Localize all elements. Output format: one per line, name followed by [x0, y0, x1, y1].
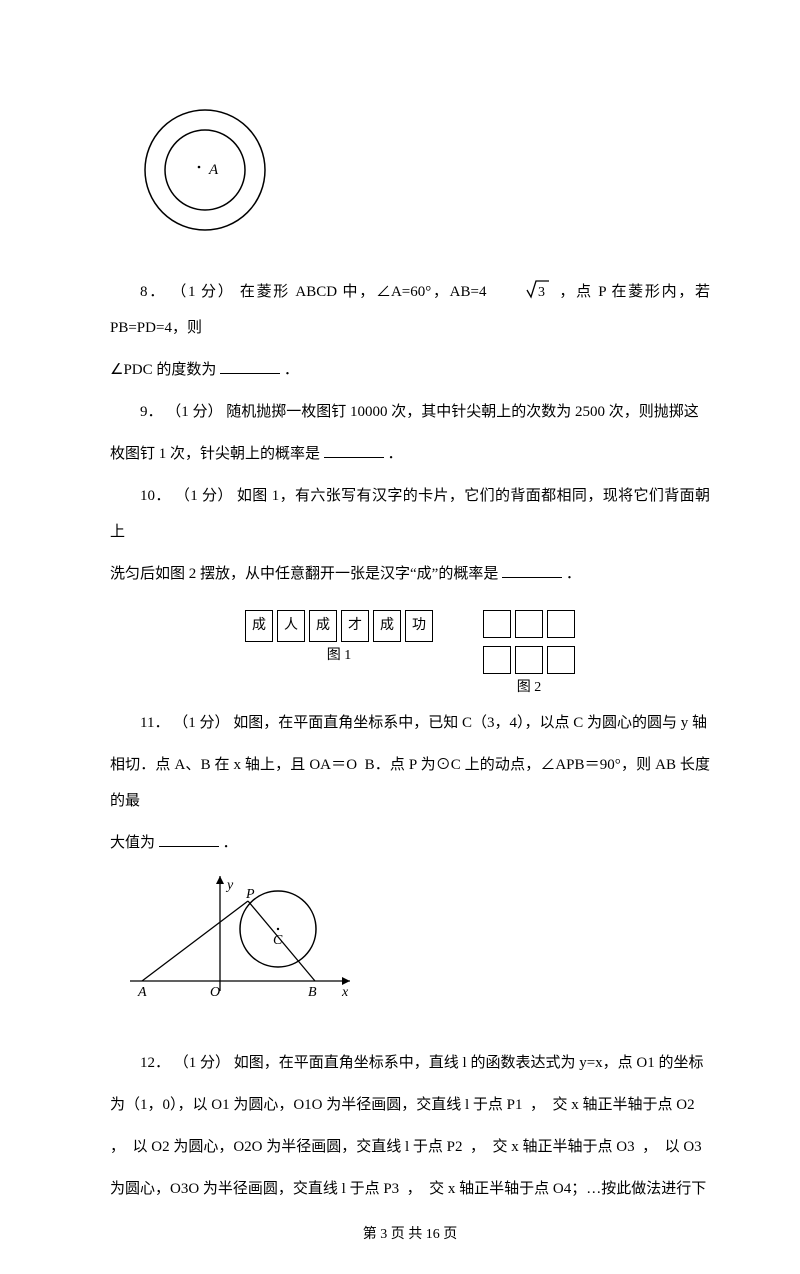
q8-num: 8．	[140, 284, 166, 300]
q12-line4: 为圆心，O3O 为半径画圆，交直线 l 于点 P3 ， 交 x 轴正半轴于点 O…	[110, 1171, 710, 1207]
fig2: 图 2	[483, 610, 575, 697]
blank	[324, 442, 384, 458]
q12-line3: ， 以 O2 为圆心，O2O 为半径画圆，交直线 l 于点 P2 ， 交 x 轴…	[110, 1129, 710, 1165]
card: 人	[277, 610, 305, 642]
point-a-label: A	[208, 162, 219, 178]
q9-l2a: 枚图钉 1 次，针尖朝上的概率是	[110, 446, 320, 462]
q9: 9． （1 分） 随机抛掷一枚图钉 10000 次，其中针尖朝上的次数为 250…	[110, 394, 710, 430]
q11-line2: 相切．点 A、B 在 x 轴上，且 OA＝O B．点 P 为⊙C 上的动点，∠A…	[110, 747, 710, 819]
blank	[502, 562, 562, 578]
card-back	[483, 646, 511, 674]
q11-p1: 如图，在平面直角坐标系中，已知 C（3，4），以点 C 为圆心的圆与 y 轴	[233, 715, 707, 731]
q11-l3b: ．	[223, 835, 238, 851]
q12-p1: 如图，在平面直角坐标系中，直线 l 的函数表达式为 y=x，点 O1 的坐标	[234, 1055, 704, 1071]
coordinate-circle-icon: y x A O B P C	[130, 871, 360, 1011]
fig2-caption: 图 2	[483, 680, 575, 697]
card: 才	[341, 610, 369, 642]
sqrt-icon: 3	[495, 277, 551, 305]
blank	[220, 358, 280, 374]
page-footer: 第 3 页 共 16 页	[110, 1227, 710, 1244]
q11-figure: y x A O B P C	[130, 871, 710, 1025]
q11: 11． （1 分） 如图，在平面直角坐标系中，已知 C（3，4），以点 C 为圆…	[110, 705, 710, 741]
card: 成	[309, 610, 337, 642]
q8-l2a: ∠PDC 的度数为	[110, 362, 216, 378]
q12-line2: 为（1，0），以 O1 为圆心，O1O 为半径画圆，交直线 l 于点 P1 ， …	[110, 1087, 710, 1123]
svg-text:A: A	[137, 985, 147, 1000]
q11-line3: 大值为 ．	[110, 825, 710, 861]
concentric-circles-icon: A	[130, 100, 280, 240]
q8-line2: ∠PDC 的度数为 ．	[110, 352, 710, 388]
q11-num: 11．	[140, 715, 169, 731]
q11-pts: （1 分）	[173, 715, 229, 731]
svg-text:C: C	[273, 933, 283, 948]
page: A 8． （1 分） 在菱形 ABCD 中，∠A=60°，AB=4 3 ，点 P…	[0, 0, 800, 1274]
card: 成	[373, 610, 401, 642]
q10: 10． （1 分） 如图 1，有六张写有汉字的卡片，它们的背面都相同，现将它们背…	[110, 478, 710, 550]
q8-pts: （1 分）	[171, 284, 234, 300]
q8-l2b: ．	[284, 362, 299, 378]
q10-figures: 成 人 成 才 成 功 图 1	[110, 610, 710, 697]
card-back	[547, 646, 575, 674]
fig1: 成 人 成 才 成 功 图 1	[245, 610, 433, 697]
q10-pts: （1 分）	[175, 488, 233, 504]
q10-line2: 洗匀后如图 2 摆放，从中任意翻开一张是汉字“成”的概率是 ．	[110, 556, 710, 592]
fig1-caption: 图 1	[245, 648, 433, 665]
svg-text:B: B	[308, 985, 317, 1000]
blank	[159, 831, 219, 847]
card-back	[515, 610, 543, 638]
card: 功	[405, 610, 433, 642]
q9-line2: 枚图钉 1 次，针尖朝上的概率是 ．	[110, 436, 710, 472]
svg-text:3: 3	[538, 285, 545, 300]
svg-text:x: x	[341, 985, 349, 1000]
q11-l3a: 大值为	[110, 835, 155, 851]
card-back	[483, 610, 511, 638]
q7-figure: A	[130, 100, 710, 254]
q10-l2a: 洗匀后如图 2 摆放，从中任意翻开一张是汉字“成”的概率是	[110, 566, 498, 582]
q8-p1: 在菱形 ABCD 中，∠A=60°，AB=4	[240, 284, 487, 300]
q10-num: 10．	[140, 488, 171, 504]
svg-text:P: P	[245, 887, 255, 902]
q9-p1: 随机抛掷一枚图钉 10000 次，其中针尖朝上的次数为 2500 次，则抛掷这	[226, 404, 699, 420]
q12: 12． （1 分） 如图，在平面直角坐标系中，直线 l 的函数表达式为 y=x，…	[110, 1045, 710, 1081]
q8: 8． （1 分） 在菱形 ABCD 中，∠A=60°，AB=4 3 ，点 P 在…	[110, 274, 710, 346]
svg-text:y: y	[225, 878, 234, 893]
q12-pts: （1 分）	[174, 1055, 230, 1071]
q9-pts: （1 分）	[166, 404, 222, 420]
card: 成	[245, 610, 273, 642]
card-set-1: 成 人 成 才 成 功	[245, 610, 433, 642]
q9-num: 9．	[140, 404, 163, 420]
card-row	[483, 610, 575, 638]
card-back	[515, 646, 543, 674]
svg-text:O: O	[210, 985, 220, 1000]
q12-num: 12．	[140, 1055, 170, 1071]
card-row	[483, 646, 575, 674]
card-back	[547, 610, 575, 638]
q10-l2b: ．	[566, 566, 581, 582]
q9-l2b: ．	[388, 446, 403, 462]
